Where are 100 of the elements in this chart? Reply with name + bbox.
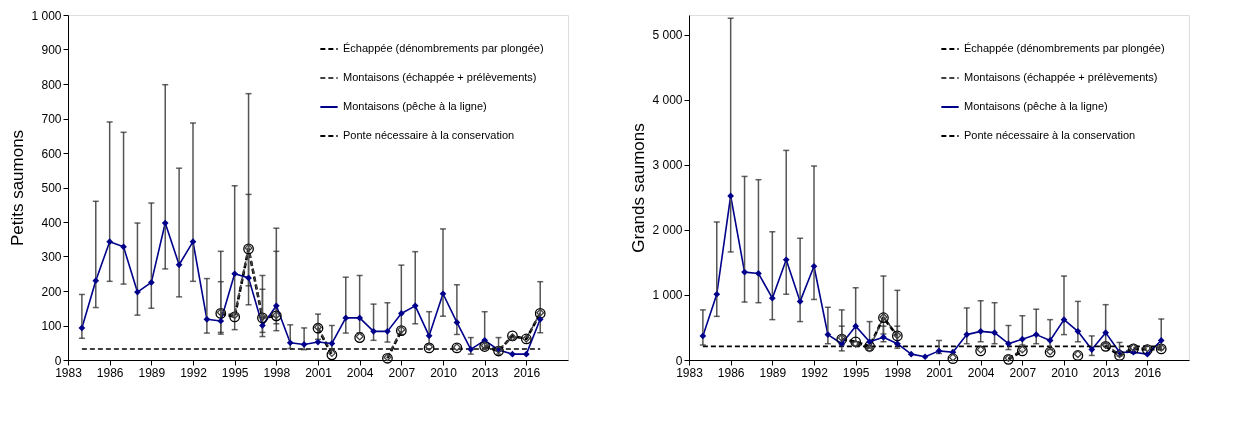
x-tick-label: 2016	[1134, 365, 1162, 380]
x-tick-label: 2013	[1092, 365, 1120, 380]
y-tick-label: 900	[41, 43, 62, 57]
y-tick-label: 800	[41, 77, 62, 92]
y-tick-label: 400	[41, 215, 62, 230]
y-tick-label: 5 000	[652, 28, 683, 43]
x-tick-label: 1998	[884, 365, 912, 380]
point	[397, 310, 405, 317]
y-tick-label: 100	[41, 319, 62, 333]
point	[921, 353, 929, 361]
y-tick-label: 300	[41, 250, 62, 264]
point	[286, 339, 294, 347]
point	[203, 315, 211, 323]
point	[782, 256, 790, 264]
point	[1102, 329, 1110, 337]
point	[147, 279, 155, 286]
point	[509, 350, 516, 358]
point	[106, 238, 114, 246]
point	[231, 270, 239, 278]
x-tick-label: 2001	[305, 365, 333, 380]
point	[768, 294, 776, 302]
point	[824, 331, 832, 338]
x-tick-label: 1989	[138, 365, 166, 380]
y-tick-label: 200	[41, 284, 62, 299]
point	[439, 290, 447, 298]
x-tick-label: 1986	[717, 365, 745, 380]
point	[175, 261, 183, 269]
point	[314, 338, 322, 346]
point	[92, 277, 100, 284]
x-tick-label: 1983	[55, 365, 83, 380]
point	[259, 322, 266, 329]
point	[755, 270, 762, 277]
point	[1018, 335, 1026, 343]
legend-label: Ponte nécessaire à la conservation	[964, 129, 1136, 141]
legend-label: Échappée (dénombrements par plongée)	[964, 42, 1165, 54]
point	[810, 262, 818, 270]
point	[453, 319, 461, 326]
x-tick-label: 1992	[801, 365, 829, 380]
point	[963, 331, 971, 338]
x-tick-label: 2010	[430, 365, 458, 380]
x-tick-label: 2007	[1009, 365, 1037, 380]
y-tick-label: 1 000	[31, 8, 62, 23]
point	[1032, 331, 1040, 338]
x-tick-label: 2004	[967, 365, 995, 380]
y-axis-title: Grands saumons	[629, 123, 649, 253]
x-tick-label: 2007	[388, 365, 416, 380]
point	[536, 315, 544, 323]
y-tick-label: 1 000	[652, 288, 683, 303]
point	[467, 345, 475, 353]
point	[699, 332, 707, 340]
point	[217, 317, 225, 325]
point	[713, 290, 721, 298]
point	[1074, 328, 1082, 335]
y-tick-label: 2 000	[652, 223, 683, 238]
point	[272, 302, 280, 310]
point	[838, 340, 846, 348]
legend-label: Échappée (dénombrements par plongée)	[343, 42, 544, 54]
y-tick-label: 0	[675, 353, 683, 368]
y-tick-label: 700	[41, 112, 62, 126]
point	[189, 238, 197, 246]
x-tick-label: 1983	[676, 365, 704, 380]
point	[935, 347, 943, 355]
point	[161, 219, 169, 227]
point	[866, 338, 873, 346]
point	[425, 332, 433, 340]
y-tick-label: 3 000	[652, 158, 683, 173]
legend-label: Ponte nécessaire à la conservation	[343, 129, 515, 141]
point	[328, 340, 336, 347]
point	[727, 192, 735, 200]
x-tick-label: 1986	[96, 365, 124, 380]
point	[522, 350, 530, 358]
point	[852, 322, 860, 330]
point	[991, 329, 998, 337]
legend-label: Montaisons (pêche à la ligne)	[343, 100, 487, 112]
point	[796, 298, 804, 305]
y-tick-label: 4 000	[652, 93, 683, 108]
point	[356, 314, 364, 322]
point	[1143, 350, 1151, 358]
y-tick-label: 0	[54, 353, 62, 368]
x-tick-label: 2001	[926, 365, 954, 380]
x-tick-label: 2013	[471, 365, 499, 380]
point	[370, 328, 377, 335]
y-tick-label: 600	[41, 146, 62, 161]
point	[245, 274, 252, 282]
point	[1157, 337, 1165, 344]
point	[1005, 340, 1012, 348]
x-tick-label: 1995	[842, 365, 870, 380]
point	[880, 333, 887, 341]
legend-label: Montaisons (échappée + prélèvements)	[343, 71, 537, 83]
point	[741, 268, 748, 276]
x-tick-label: 1992	[180, 365, 208, 380]
x-tick-label: 1995	[221, 365, 249, 380]
point	[411, 302, 419, 310]
x-tick-label: 2004	[346, 365, 374, 380]
x-tick-label: 2016	[513, 365, 541, 380]
x-tick-label: 2010	[1051, 365, 1079, 380]
x-tick-label: 1989	[759, 365, 787, 380]
point	[78, 324, 86, 332]
point	[1088, 346, 1096, 353]
point	[342, 314, 350, 322]
